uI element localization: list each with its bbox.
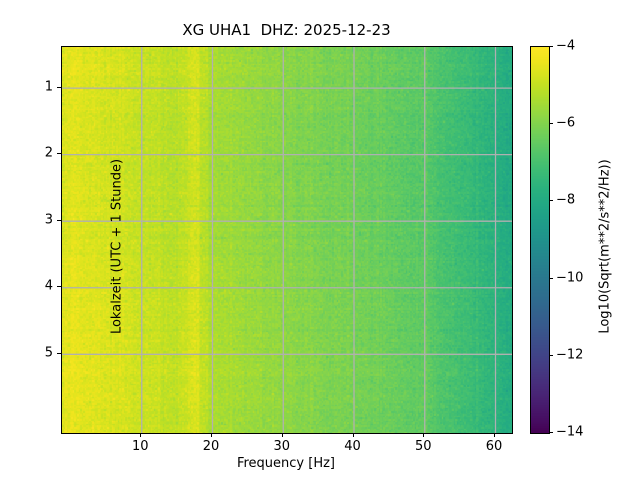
x-tick-label: 60 xyxy=(485,439,503,454)
y-tick-mark xyxy=(57,286,61,288)
colorbar xyxy=(530,46,550,434)
y-tick-mark xyxy=(57,352,61,354)
y-tick-mark xyxy=(57,86,61,88)
x-tick-label: 40 xyxy=(344,439,361,454)
x-tick-label: 30 xyxy=(273,439,291,454)
spectrogram-axes xyxy=(61,46,513,434)
colorbar-label: Log10(Sqrt(m**2/s**2/Hz)) xyxy=(597,159,613,334)
spectrogram-image xyxy=(62,47,512,433)
colorbar-tick-mark xyxy=(549,46,553,47)
x-tick-mark xyxy=(211,433,212,437)
x-tick-label: 10 xyxy=(131,439,149,454)
y-tick-label: 4 xyxy=(44,278,53,294)
colorbar-tick-label: −4 xyxy=(556,38,576,54)
x-tick-mark xyxy=(494,433,496,437)
x-tick-mark xyxy=(352,433,354,437)
y-tick-label: 3 xyxy=(44,212,53,228)
y-axis-label: Lokalzeit (UTC + 1 Stunde) xyxy=(109,158,125,335)
x-tick-mark xyxy=(423,433,425,437)
colorbar-tick-label: −10 xyxy=(556,270,584,286)
y-tick-label: 2 xyxy=(44,145,53,161)
x-tick-mark xyxy=(140,433,142,437)
x-tick-label: 50 xyxy=(414,439,432,454)
colorbar-tick-label: −12 xyxy=(556,347,584,363)
colorbar-gradient xyxy=(531,47,549,433)
y-tick-mark xyxy=(57,219,61,221)
colorbar-tick-mark xyxy=(549,354,553,356)
colorbar-tick-mark xyxy=(549,200,553,202)
figure-title: XG UHA1 DHZ: 2025-12-23 xyxy=(182,21,391,39)
x-axis-label: Frequency [Hz] xyxy=(236,456,336,471)
y-tick-mark xyxy=(57,153,61,155)
y-tick-label: 1 xyxy=(44,79,53,95)
x-tick-label: 20 xyxy=(202,439,220,454)
x-tick-mark xyxy=(281,433,283,437)
y-tick-label: 5 xyxy=(44,345,53,361)
colorbar-tick-mark xyxy=(549,123,553,125)
colorbar-tick-mark xyxy=(549,432,553,433)
colorbar-tick-label: −14 xyxy=(556,424,584,440)
colorbar-tick-mark xyxy=(549,277,553,279)
colorbar-tick-label: −6 xyxy=(556,115,576,131)
colorbar-tick-label: −8 xyxy=(556,192,576,208)
